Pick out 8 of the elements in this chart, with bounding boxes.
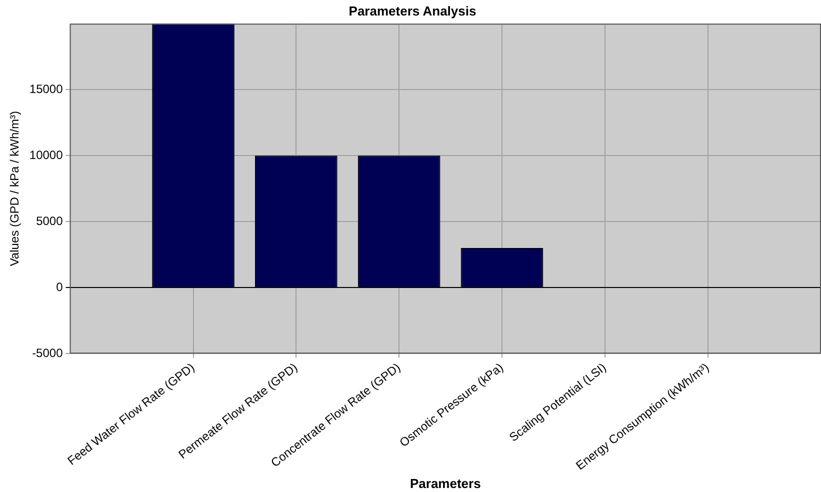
chart-title: Parameters Analysis [348,3,476,18]
y-tick-label: 5000 [36,214,64,228]
y-tick-label: 0 [56,280,64,294]
x-axis-title: Parameters [410,476,481,491]
y-tick-label: -5000 [32,346,64,360]
y-tick-label: 15000 [29,82,64,96]
y-axis-title: Values (GPD / kPa / kWh/m³) [8,111,22,266]
y-tick-label: 10000 [29,148,64,162]
